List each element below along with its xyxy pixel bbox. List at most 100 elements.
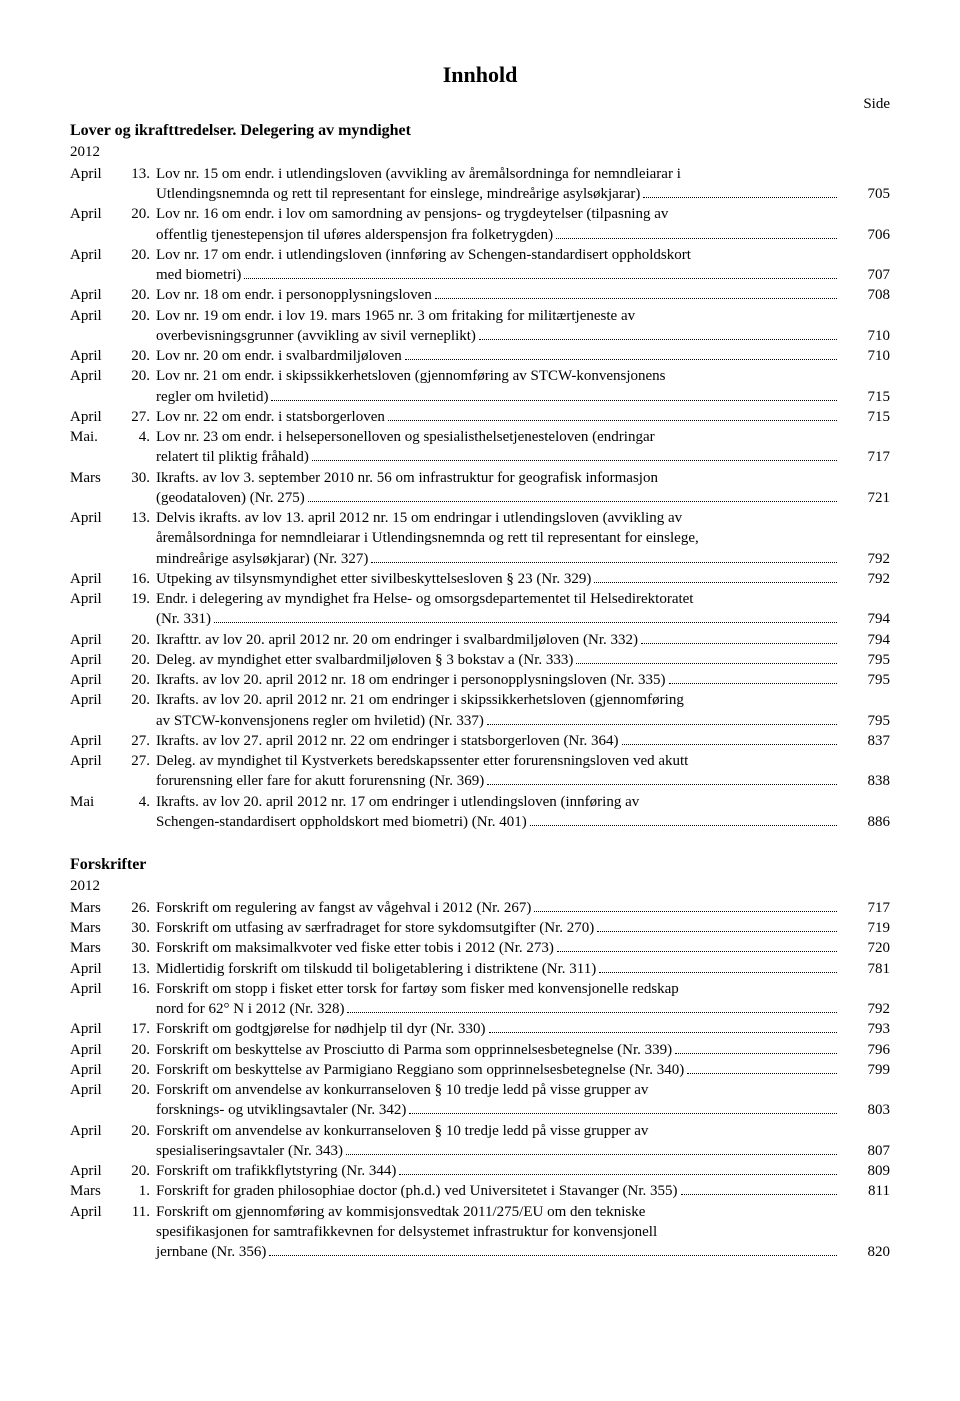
entry-month: April	[70, 1019, 120, 1039]
toc-entry: April20.Ikrafts. av lov 20. april 2012 n…	[70, 670, 890, 690]
section-year: 2012	[70, 142, 890, 162]
entry-text: Forskrift om regulering av fangst av våg…	[156, 898, 531, 918]
entry-day: 26.	[120, 898, 156, 918]
entry-day: 4.	[120, 792, 156, 812]
entry-text: Lov nr. 16 om endr. i lov om samordning …	[156, 204, 840, 224]
entry-page: 794	[840, 630, 890, 650]
entry-day: 20.	[120, 690, 156, 710]
toc-entry: April16.Utpeking av tilsynsmyndighet ett…	[70, 569, 890, 589]
entry-text: Lov nr. 23 om endr. i helsepersonelloven…	[156, 427, 840, 447]
entry-page: 715	[840, 387, 890, 407]
entry-month: Mai.	[70, 427, 120, 447]
entry-day: 20.	[120, 1040, 156, 1060]
entry-month: Mai	[70, 792, 120, 812]
entry-page: 796	[840, 1040, 890, 1060]
toc-entry-line: April20.Forskrift om anvendelse av konku…	[70, 1080, 890, 1100]
toc-entry-line: April20.Lov nr. 19 om endr. i lov 19. ma…	[70, 306, 890, 326]
entry-text: (Nr. 331)	[156, 609, 211, 629]
entry-day: 20.	[120, 204, 156, 224]
entry-text: Forskrift om trafikkflytstyring (Nr. 344…	[156, 1161, 396, 1181]
leader-dots	[269, 1255, 837, 1256]
entry-month: April	[70, 407, 120, 427]
entry-day: 20.	[120, 1121, 156, 1141]
entry-day: 30.	[120, 918, 156, 938]
entry-page: 705	[840, 184, 890, 204]
entry-text: Lov nr. 22 om endr. i statsborgerloven	[156, 407, 385, 427]
entry-month: April	[70, 1121, 120, 1141]
leader-dots	[641, 643, 837, 644]
toc-entry: April20.Forskrift om trafikkflytstyring …	[70, 1161, 890, 1181]
entry-text: jernbane (Nr. 356)	[156, 1242, 266, 1262]
entry-page: 811	[840, 1181, 890, 1201]
entry-text: Forskrift om anvendelse av konkurranselo…	[156, 1121, 840, 1141]
toc-entry-line: April20.Ikrafts. av lov 20. april 2012 n…	[70, 690, 890, 710]
leader-dots	[681, 1194, 837, 1195]
toc-entry: April13.Midlertidig forskrift om tilskud…	[70, 959, 890, 979]
leader-dots	[388, 420, 837, 421]
entry-text: Lov nr. 21 om endr. i skipssikkerhetslov…	[156, 366, 840, 386]
page-title: Innhold	[70, 60, 890, 90]
entry-page: 708	[840, 285, 890, 305]
toc-entry: (Nr. 331)794	[70, 609, 890, 629]
toc-entry-line: April20.Forskrift om anvendelse av konku…	[70, 1121, 890, 1141]
entry-page: 710	[840, 326, 890, 346]
leader-dots	[312, 460, 837, 461]
toc-entry: April20.Deleg. av myndighet etter svalba…	[70, 650, 890, 670]
entry-month: April	[70, 1161, 120, 1181]
toc-entry: April20.Ikrafttr. av lov 20. april 2012 …	[70, 630, 890, 650]
entry-text: Forskrift om beskyttelse av Parmigiano R…	[156, 1060, 684, 1080]
toc-entry: forurensning eller fare for akutt forure…	[70, 771, 890, 791]
entry-text: forsknings- og utviklingsavtaler (Nr. 34…	[156, 1100, 406, 1120]
entry-day: 27.	[120, 731, 156, 751]
entry-text: spesialiseringsavtaler (Nr. 343)	[156, 1141, 343, 1161]
leader-dots	[557, 951, 837, 952]
entry-month: April	[70, 959, 120, 979]
entry-text: Endr. i delegering av myndighet fra Hels…	[156, 589, 840, 609]
toc-entry: April27.Lov nr. 22 om endr. i statsborge…	[70, 407, 890, 427]
entry-text: Forskrift om stopp i fisket etter torsk …	[156, 979, 840, 999]
entry-day: 30.	[120, 938, 156, 958]
toc-entry: Mars30.Forskrift om utfasing av særfradr…	[70, 918, 890, 938]
entry-text: med biometri)	[156, 265, 241, 285]
leader-dots	[346, 1154, 837, 1155]
entry-month: April	[70, 751, 120, 771]
toc-entry: April20.Forskrift om beskyttelse av Pros…	[70, 1040, 890, 1060]
toc-entry: av STCW-konvensjonens regler om hviletid…	[70, 711, 890, 731]
leader-dots	[534, 911, 837, 912]
entry-day: 11.	[120, 1202, 156, 1222]
entry-month: April	[70, 670, 120, 690]
entry-page: 809	[840, 1161, 890, 1181]
leader-dots	[308, 501, 837, 502]
entry-text: Deleg. av myndighet etter svalbardmiljøl…	[156, 650, 573, 670]
leader-dots	[530, 825, 837, 826]
entry-text: Forskrift om utfasing av særfradraget fo…	[156, 918, 594, 938]
leader-dots	[675, 1053, 837, 1054]
entry-month: April	[70, 569, 120, 589]
entry-month: April	[70, 630, 120, 650]
toc-entry-line: April11.Forskrift om gjennomføring av ko…	[70, 1202, 890, 1222]
leader-dots	[405, 359, 837, 360]
entry-text: Ikrafts. av lov 20. april 2012 nr. 18 om…	[156, 670, 666, 690]
toc-entry-line: April20.Lov nr. 17 om endr. i utlendings…	[70, 245, 890, 265]
toc-entry: Utlendingsnemnda og rett til representan…	[70, 184, 890, 204]
leader-dots	[687, 1073, 837, 1074]
entry-month: April	[70, 164, 120, 184]
entry-day: 30.	[120, 468, 156, 488]
entry-text: Ikrafts. av lov 20. april 2012 nr. 21 om…	[156, 690, 840, 710]
entry-page: 803	[840, 1100, 890, 1120]
entry-page: 715	[840, 407, 890, 427]
entry-text: relatert til pliktig fråhald)	[156, 447, 309, 467]
entry-day: 27.	[120, 407, 156, 427]
entry-day: 20.	[120, 306, 156, 326]
toc-entry-line: April27.Deleg. av myndighet til Kystverk…	[70, 751, 890, 771]
entry-day: 13.	[120, 508, 156, 528]
entry-month: Mars	[70, 918, 120, 938]
entry-page: 720	[840, 938, 890, 958]
section-year: 2012	[70, 876, 890, 896]
entry-day: 20.	[120, 245, 156, 265]
leader-dots	[669, 683, 837, 684]
entry-text: Forskrift for graden philosophiae doctor…	[156, 1181, 678, 1201]
leader-dots	[576, 663, 837, 664]
entry-page: 886	[840, 812, 890, 832]
entry-month: Mars	[70, 938, 120, 958]
